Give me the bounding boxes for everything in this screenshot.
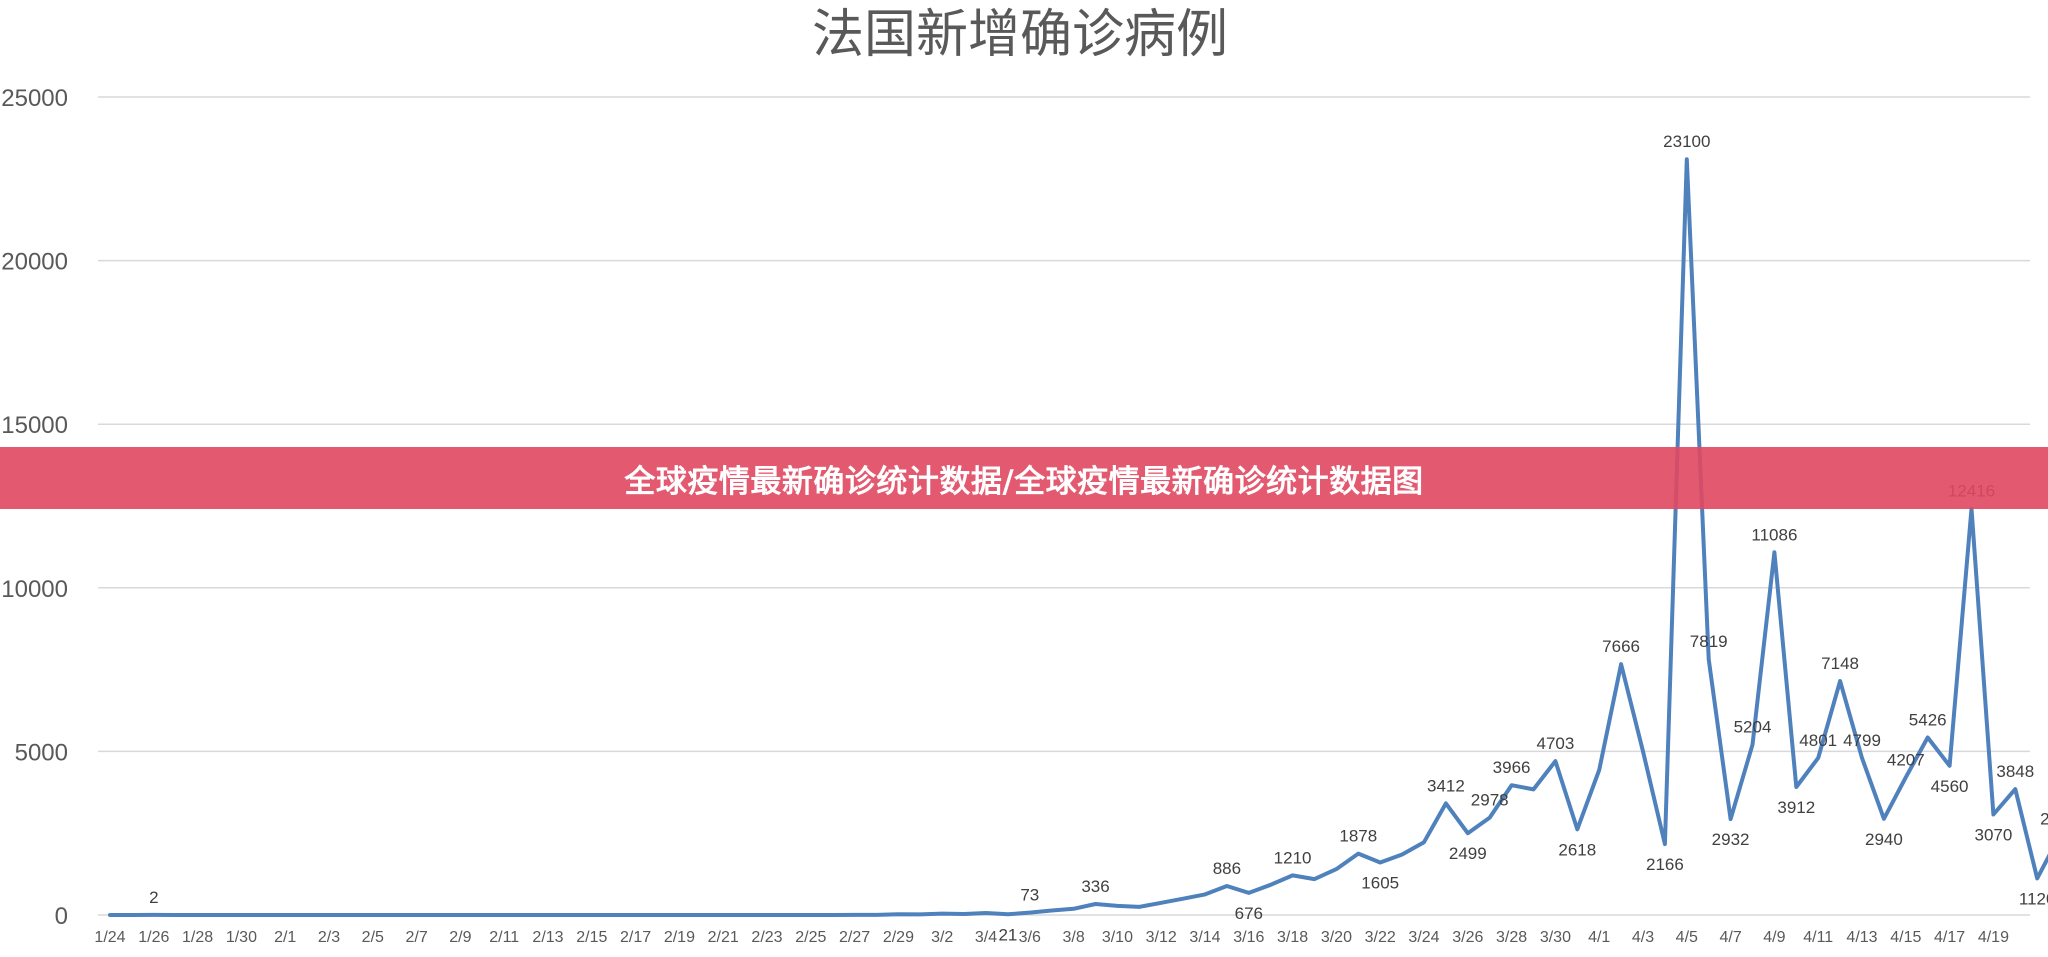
data-label: 3912	[1777, 798, 1815, 817]
x-tick-label: 4/1	[1588, 929, 1610, 946]
x-tick-label: 4/5	[1676, 929, 1698, 946]
y-tick-label: 25000	[1, 85, 68, 112]
banner-text: 全球疫情最新确诊统计数据/全球疫情最新确诊统计数据图	[624, 463, 1424, 500]
x-tick-label: 1/24	[94, 929, 125, 946]
x-tick-label: 3/26	[1452, 929, 1483, 946]
data-label: 2978	[1471, 791, 1509, 810]
data-label: 7819	[1690, 632, 1728, 651]
x-tick-label: 3/6	[1019, 929, 1041, 946]
data-label: 3848	[1996, 762, 2034, 781]
series-line	[108, 157, 2048, 917]
data-label: 336	[1081, 877, 1109, 896]
x-tick-label: 3/16	[1233, 929, 1264, 946]
data-label: 1605	[1361, 873, 1399, 892]
data-label: 1120	[2019, 889, 2048, 908]
data-label: 21	[998, 925, 1017, 944]
data-label: 4560	[1931, 777, 1969, 796]
x-tick-label: 4/17	[1934, 929, 1965, 946]
x-tick-label: 2/3	[318, 929, 340, 946]
data-label: 1210	[1274, 848, 1312, 867]
data-label: 7148	[1821, 654, 1859, 673]
x-tick-label: 3/2	[931, 929, 953, 946]
overlay-banner: 全球疫情最新确诊统计数据/全球疫情最新确诊统计数据图	[0, 447, 2048, 509]
x-tick-label: 2/21	[708, 929, 739, 946]
data-label: 23100	[1663, 132, 1710, 151]
x-tick-label: 3/24	[1408, 929, 1439, 946]
x-tick-label: 2/15	[576, 929, 607, 946]
data-label: 2	[149, 888, 158, 907]
x-tick-label: 2/17	[620, 929, 651, 946]
data-label: 676	[1235, 904, 1263, 923]
data-label: 3070	[1974, 826, 2012, 845]
x-axis-ticks: 1/24 1/26 1/28 1/30 2/1 2/3 2/5 2/7 2/9 2/11 2/13 2…	[94, 929, 2009, 946]
data-label: 2932	[1712, 830, 1750, 849]
y-tick-label: 10000	[1, 576, 68, 603]
x-tick-label: 4/3	[1632, 929, 1654, 946]
data-label: 2618	[1558, 840, 1596, 859]
x-tick-label: 4/13	[1846, 929, 1877, 946]
data-label: 7666	[1602, 637, 1640, 656]
x-tick-label: 2/9	[449, 929, 471, 946]
x-tick-label: 2/5	[362, 929, 384, 946]
x-tick-label: 3/4	[975, 929, 997, 946]
x-tick-label: 2/29	[883, 929, 914, 946]
data-label: 73	[1020, 886, 1039, 905]
x-tick-label: 3/22	[1365, 929, 1396, 946]
x-tick-label: 4/9	[1763, 929, 1785, 946]
x-tick-label: 2/1	[274, 929, 296, 946]
data-label: 2395	[2040, 810, 2048, 829]
x-tick-label: 3/8	[1062, 929, 1084, 946]
data-label: 2499	[1449, 844, 1487, 863]
x-tick-label: 3/18	[1277, 929, 1308, 946]
x-tick-label: 4/15	[1890, 929, 1921, 946]
y-tick-label: 0	[55, 903, 68, 930]
x-tick-label: 1/30	[226, 929, 257, 946]
data-label: 1878	[1339, 827, 1377, 846]
x-tick-label: 4/11	[1803, 929, 1833, 946]
data-label: 2166	[1646, 855, 1684, 874]
x-tick-label: 3/14	[1189, 929, 1220, 946]
x-tick-label: 4/19	[1978, 929, 2009, 946]
data-label: 4799	[1843, 731, 1881, 750]
x-tick-label: 2/11	[489, 929, 519, 946]
x-tick-label: 3/30	[1540, 929, 1571, 946]
x-tick-label: 2/7	[405, 929, 427, 946]
data-label: 2940	[1865, 830, 1903, 849]
data-label: 5426	[1909, 710, 1947, 729]
data-label: 3412	[1427, 776, 1465, 795]
x-tick-label: 3/20	[1321, 929, 1352, 946]
x-tick-label: 3/10	[1102, 929, 1133, 946]
chart-title: 法国新增确诊病例	[812, 5, 1228, 65]
x-tick-label: 1/26	[138, 929, 169, 946]
x-tick-label: 2/25	[795, 929, 826, 946]
data-label: 3966	[1493, 758, 1531, 777]
data-label: 4207	[1887, 750, 1925, 769]
y-axis-ticks: 0 5000 10000 15000 20000 25000	[1, 85, 68, 930]
x-tick-label: 4/7	[1719, 929, 1741, 946]
x-tick-label: 2/19	[664, 929, 695, 946]
x-tick-label: 2/27	[839, 929, 870, 946]
data-label: 5204	[1734, 718, 1772, 737]
y-tick-label: 5000	[15, 739, 68, 766]
x-tick-label: 2/13	[532, 929, 563, 946]
data-labels: 2 21 73 336 886 676 1210 1878 1605 3412 2499 2978 39…	[149, 132, 2048, 944]
data-label: 4703	[1536, 734, 1574, 753]
x-tick-label: 2/23	[751, 929, 782, 946]
data-label: 11086	[1751, 525, 1797, 544]
x-tick-label: 1/28	[182, 929, 213, 946]
data-label: 886	[1213, 859, 1241, 878]
x-tick-label: 3/12	[1146, 929, 1177, 946]
y-tick-label: 20000	[1, 249, 68, 276]
y-tick-label: 15000	[1, 412, 68, 439]
x-tick-label: 3/28	[1496, 929, 1527, 946]
data-label: 4801	[1799, 731, 1837, 750]
